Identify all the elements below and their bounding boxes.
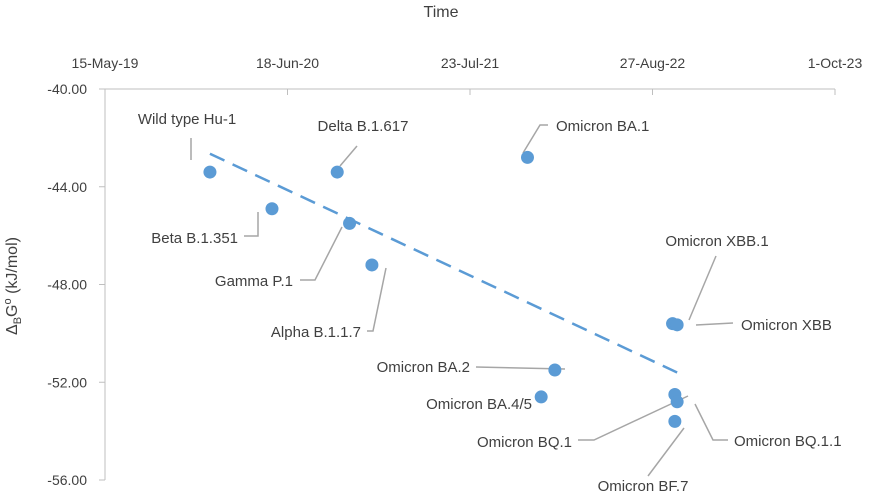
label-omicron-ba-2: Omicron BA.2 xyxy=(377,359,470,376)
leader-omicron-bq-1-1 xyxy=(694,403,728,441)
y-tick-label: -44.00 xyxy=(47,179,87,195)
point-omicron-bf-7 xyxy=(668,414,682,428)
leader-gamma-p-1 xyxy=(300,226,343,281)
leader-lines xyxy=(190,124,734,477)
leader-delta-b-1-617 xyxy=(339,145,358,167)
label-beta-b-1-351: Beta B.1.351 xyxy=(151,230,238,247)
label-delta-b-1-617: Delta B.1.617 xyxy=(318,118,409,135)
leader-beta-b-1-351 xyxy=(244,212,259,237)
label-omicron-bf-7: Omicron BF.7 xyxy=(598,478,689,493)
label-omicron-bq-1: Omicron BQ.1 xyxy=(477,434,572,451)
leader-omicron-xbb xyxy=(695,322,734,326)
x-tick-label: 18-Jun-20 xyxy=(256,55,319,71)
leader-omicron-xbb-1 xyxy=(688,255,717,321)
x-tick-label: 15-May-19 xyxy=(72,55,139,71)
label-omicron-xbb: Omicron XBB xyxy=(741,317,832,334)
label-wild-type-hu-1: Wild type Hu-1 xyxy=(138,111,236,128)
y-axis-title: ΔBGo (kJ/mol) xyxy=(2,237,24,335)
label-omicron-bq-1-1: Omicron BQ.1.1 xyxy=(734,433,842,450)
point-beta-b-1-351 xyxy=(265,202,279,216)
label-omicron-ba-4-5: Omicron BA.4/5 xyxy=(426,396,532,413)
y-tick-label: -52.00 xyxy=(47,374,87,390)
point-labels: Wild type Hu-1 Beta B.1.351 Gamma P.1 Delta… xyxy=(138,111,842,493)
point-gamma-p-1 xyxy=(343,216,357,230)
data-points xyxy=(203,150,684,428)
point-wild-type-hu-1 xyxy=(203,165,217,179)
x-tick-label: 1-Oct-23 xyxy=(808,55,863,71)
label-alpha-b-1-1-7: Alpha B.1.1.7 xyxy=(271,324,361,341)
point-delta-b-1-617 xyxy=(330,165,344,179)
y-tick-label: -48.00 xyxy=(47,277,87,293)
point-omicron-ba-2 xyxy=(548,363,562,377)
label-omicron-xbb-1: Omicron XBB.1 xyxy=(665,233,768,250)
x-axis-title: Time xyxy=(424,4,459,21)
y-tick-label: -40.00 xyxy=(47,81,87,97)
point-omicron-xbb xyxy=(670,318,684,332)
point-alpha-b-1-1-7 xyxy=(365,258,379,272)
point-omicron-ba-4-5 xyxy=(534,390,548,404)
label-gamma-p-1: Gamma P.1 xyxy=(215,273,293,290)
leader-omicron-ba-1 xyxy=(522,124,548,154)
leader-alpha-b-1-1-7 xyxy=(367,267,387,332)
leader-omicron-bq-1 xyxy=(578,395,689,441)
trendline xyxy=(209,152,678,374)
y-tick-label: -56.00 xyxy=(47,472,87,488)
x-tick-label: 23-Jul-21 xyxy=(441,55,500,71)
x-tick-label: 27-Aug-22 xyxy=(620,55,686,71)
trendline-path xyxy=(209,152,678,374)
label-omicron-ba-1: Omicron BA.1 xyxy=(556,118,649,135)
leader-omicron-bf-7 xyxy=(647,427,685,477)
point-omicron-bq-1-1 xyxy=(670,395,684,409)
point-omicron-ba-1 xyxy=(520,150,534,164)
axes: 15-May-19 18-Jun-20 23-Jul-21 27-Aug-22 1-Oc… xyxy=(47,55,862,488)
